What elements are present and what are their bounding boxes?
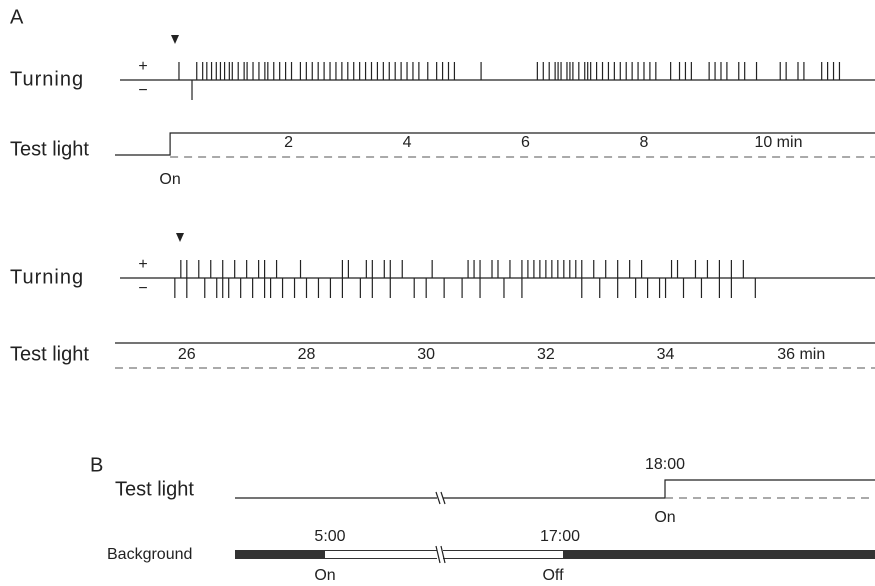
light-trace [235, 479, 875, 499]
tick-label: 28 [298, 346, 316, 363]
tick-label: 2 [284, 134, 293, 151]
plus-sign: + [138, 58, 147, 75]
tick-label: 10 min [754, 134, 802, 151]
axis-break [435, 491, 446, 505]
light-trace [115, 132, 875, 156]
row-label: Turning [10, 68, 84, 90]
row-label: Background [107, 546, 192, 563]
axis-break [435, 545, 446, 564]
arrowhead [176, 233, 184, 242]
on-label: On [314, 567, 335, 584]
time-label: 5:00 [314, 528, 345, 545]
tick-label: 34 [657, 346, 675, 363]
panel-label: A [10, 6, 24, 28]
arrowhead [171, 35, 179, 44]
row-label: Test light [10, 343, 89, 365]
on-label: On [654, 509, 675, 526]
row-label: Test light [10, 138, 89, 160]
minus-sign: − [138, 280, 147, 297]
tick-label: 36 min [777, 346, 825, 363]
minus-sign: − [138, 82, 147, 99]
light-bar [325, 551, 563, 558]
tick-label: 4 [403, 134, 412, 151]
tick-label: 8 [640, 134, 649, 151]
on-label: On [159, 171, 180, 188]
row-label: Turning [10, 266, 84, 288]
panel-label: B [90, 454, 103, 476]
time-label: 17:00 [540, 528, 580, 545]
tick-label: 30 [417, 346, 435, 363]
plus-sign: + [138, 256, 147, 273]
tick-label: 32 [537, 346, 555, 363]
row-label: Test light [115, 478, 194, 500]
off-label: Off [542, 567, 564, 584]
time-label: 18:00 [645, 456, 685, 473]
tick-label: 26 [178, 346, 196, 363]
axis-break [437, 546, 443, 563]
tick-label: 6 [521, 134, 530, 151]
